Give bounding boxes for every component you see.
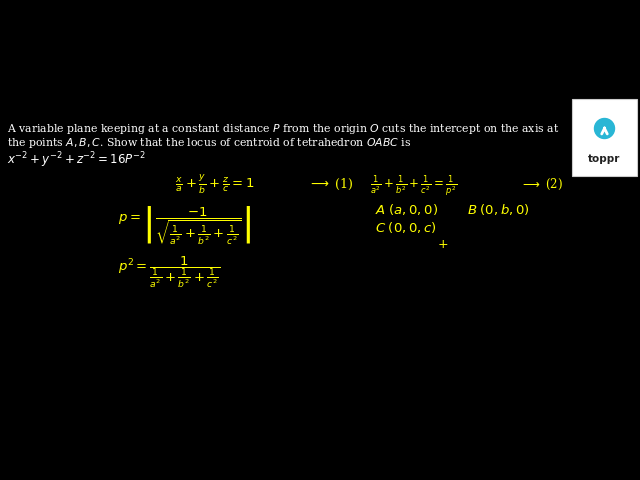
Text: $C\;(0,0,c)$: $C\;(0,0,c)$ (375, 220, 436, 235)
Text: $p^2 = \dfrac{1}{\frac{1}{a^2}+\frac{1}{b^2}+\frac{1}{c^2}}$: $p^2 = \dfrac{1}{\frac{1}{a^2}+\frac{1}{… (118, 255, 220, 290)
Text: toppr: toppr (588, 154, 621, 164)
Text: $+$: $+$ (437, 238, 448, 251)
Text: $\longrightarrow$ (2): $\longrightarrow$ (2) (520, 177, 563, 192)
Text: the points $A, B, C$. Show that the locus of centroid of tetrahedron $OABC$ is: the points $A, B, C$. Show that the locu… (7, 136, 411, 150)
Text: $\longrightarrow$ (1): $\longrightarrow$ (1) (308, 177, 353, 192)
Text: $B\;(0,b,0)$: $B\;(0,b,0)$ (467, 202, 530, 217)
Text: $x^{-2}+y^{-2}+z^{-2}=16P^{-2}$: $x^{-2}+y^{-2}+z^{-2}=16P^{-2}$ (7, 150, 146, 169)
Text: A variable plane keeping at a constant distance $P$ from the origin $O$ cuts the: A variable plane keeping at a constant d… (7, 122, 559, 136)
Circle shape (595, 119, 614, 139)
Text: $\frac{x}{a} + \frac{y}{b} + \frac{z}{c} = 1$: $\frac{x}{a} + \frac{y}{b} + \frac{z}{c}… (175, 174, 255, 196)
FancyBboxPatch shape (572, 99, 637, 176)
Text: $A\;(a,0,0)$: $A\;(a,0,0)$ (375, 202, 438, 217)
Text: $\frac{1}{a^2} + \frac{1}{b^2} + \frac{1}{c^2} = \frac{1}{p^2}$: $\frac{1}{a^2} + \frac{1}{b^2} + \frac{1… (370, 174, 457, 199)
Text: $p = \left| \dfrac{-1}{\sqrt{\frac{1}{a^2}+\frac{1}{b^2}+\frac{1}{c^2}}} \right|: $p = \left| \dfrac{-1}{\sqrt{\frac{1}{a^… (118, 204, 252, 247)
